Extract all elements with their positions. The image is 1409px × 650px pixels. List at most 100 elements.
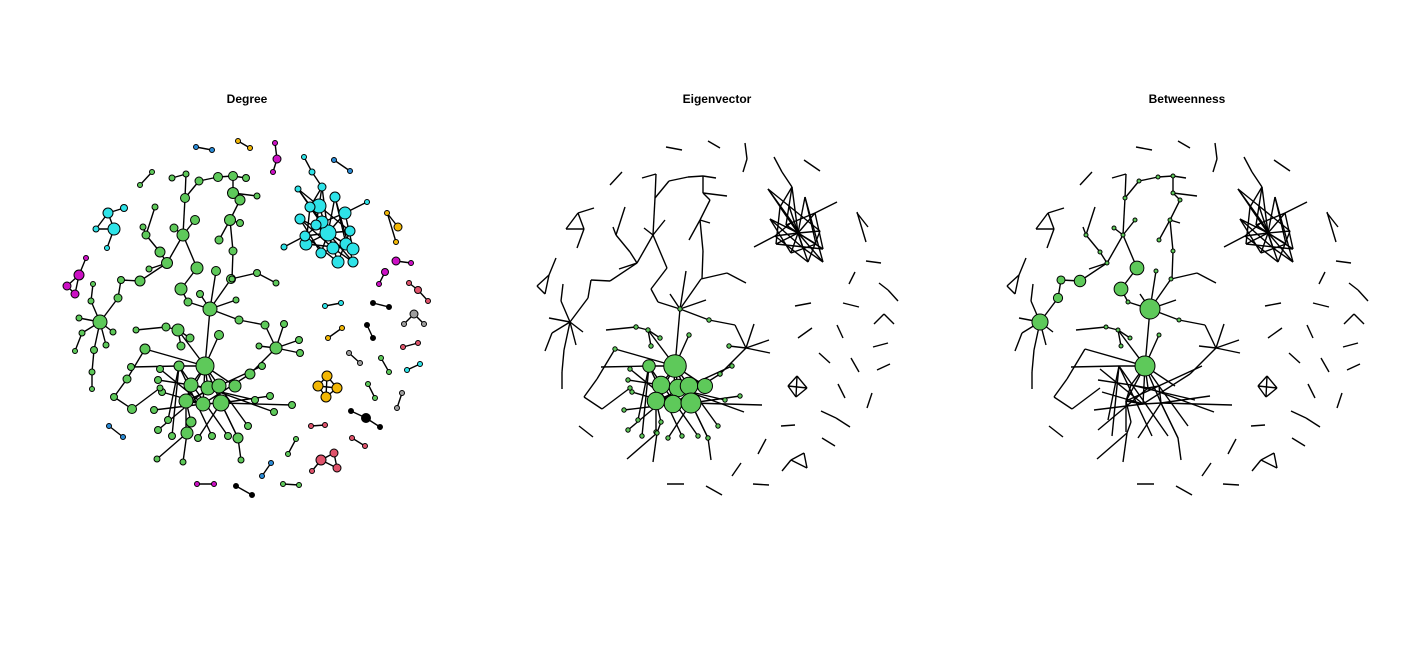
edge xyxy=(1224,236,1245,247)
node xyxy=(395,406,400,411)
node xyxy=(140,224,146,230)
node xyxy=(628,386,632,390)
edge xyxy=(700,220,710,223)
edge xyxy=(788,386,807,388)
edge xyxy=(1274,160,1290,171)
edge xyxy=(877,364,890,370)
node xyxy=(1128,336,1132,340)
node xyxy=(114,294,122,302)
panel-degree: Degree xyxy=(63,92,431,498)
node xyxy=(664,395,682,413)
node xyxy=(184,298,192,306)
node xyxy=(1178,198,1182,202)
edge xyxy=(1244,157,1252,172)
panel-title-degree: Degree xyxy=(227,92,268,106)
node xyxy=(373,396,378,401)
edge xyxy=(797,376,807,388)
edge xyxy=(867,393,872,408)
node xyxy=(118,277,125,284)
edge xyxy=(1289,353,1300,363)
edge xyxy=(549,258,556,275)
edge xyxy=(1127,422,1131,433)
node xyxy=(181,427,193,439)
node xyxy=(365,323,370,328)
node xyxy=(133,327,139,333)
node xyxy=(422,322,427,327)
node xyxy=(140,344,150,354)
edge xyxy=(804,453,807,468)
node xyxy=(289,402,296,409)
edge xyxy=(570,298,588,322)
node xyxy=(330,449,338,457)
edge xyxy=(1216,340,1239,348)
node xyxy=(175,283,187,295)
edge xyxy=(851,358,859,372)
edge xyxy=(584,379,597,397)
node xyxy=(169,433,176,440)
edge xyxy=(1354,314,1364,324)
node xyxy=(195,177,203,185)
node xyxy=(210,148,215,153)
node xyxy=(322,371,332,381)
edge xyxy=(1032,350,1034,372)
edge xyxy=(1205,325,1216,348)
node xyxy=(245,423,252,430)
edge xyxy=(653,220,665,235)
node xyxy=(680,377,698,395)
edge xyxy=(172,366,179,436)
node xyxy=(150,170,155,175)
edge xyxy=(1019,258,1026,275)
edge xyxy=(821,411,836,418)
edge xyxy=(1112,366,1119,436)
node xyxy=(407,281,412,286)
edge xyxy=(1071,366,1119,367)
node xyxy=(387,305,392,310)
edge xyxy=(1136,147,1152,150)
node xyxy=(146,266,152,272)
edge xyxy=(745,143,747,159)
edge xyxy=(1123,198,1125,235)
edge xyxy=(1258,386,1266,397)
node xyxy=(177,229,189,241)
node xyxy=(1032,314,1048,330)
node xyxy=(1084,233,1088,237)
node xyxy=(340,326,345,331)
edge xyxy=(1054,397,1072,409)
node xyxy=(410,310,418,318)
edge xyxy=(754,236,775,247)
node xyxy=(634,325,638,329)
node xyxy=(387,370,392,375)
edge xyxy=(1213,159,1217,172)
edge xyxy=(578,208,594,213)
edge xyxy=(561,301,570,322)
node xyxy=(640,434,644,438)
node xyxy=(349,409,354,414)
node xyxy=(643,360,656,373)
edge xyxy=(666,147,682,150)
edge xyxy=(1321,358,1329,372)
node xyxy=(649,344,653,348)
edge xyxy=(788,376,797,386)
edge xyxy=(700,220,703,251)
node xyxy=(138,183,143,188)
edge xyxy=(815,202,837,213)
edge xyxy=(1306,418,1320,427)
node xyxy=(270,342,282,354)
node xyxy=(1140,299,1160,319)
edge xyxy=(537,286,545,294)
node xyxy=(281,244,287,250)
edge xyxy=(1268,231,1290,233)
node xyxy=(707,318,711,322)
edge xyxy=(746,348,770,353)
edge xyxy=(1086,235,1100,252)
edge xyxy=(1337,393,1342,408)
edge xyxy=(588,280,591,298)
node xyxy=(400,391,405,396)
edge xyxy=(613,227,616,235)
edge xyxy=(1172,251,1173,279)
node xyxy=(229,172,238,181)
edge xyxy=(653,433,657,462)
node xyxy=(330,192,340,202)
node xyxy=(678,307,682,311)
edge xyxy=(709,320,735,325)
